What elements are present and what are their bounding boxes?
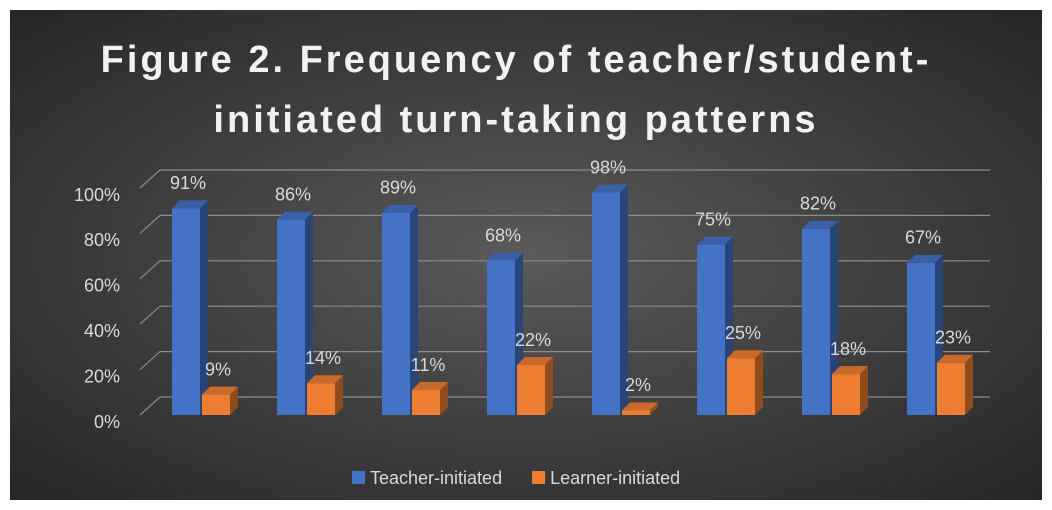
bar-top — [832, 366, 868, 375]
data-label: 11% — [411, 355, 446, 375]
y-tick-label: 60% — [84, 276, 120, 296]
bar-top — [307, 375, 343, 384]
bar-side — [830, 220, 838, 415]
bar — [307, 383, 335, 415]
data-label: 67% — [905, 228, 941, 248]
bar-top — [277, 211, 313, 220]
data-label: 22% — [515, 330, 551, 350]
legend-label: Teacher-initiated — [370, 468, 502, 488]
bar-side — [335, 375, 343, 415]
bar-top — [907, 254, 943, 263]
data-label: 86% — [275, 185, 311, 205]
data-label: 18% — [830, 339, 866, 359]
bar — [907, 262, 935, 415]
y-tick-label: 100% — [74, 185, 120, 205]
bar-top — [622, 402, 658, 411]
bar-side — [410, 204, 418, 415]
bar — [202, 394, 230, 415]
bar — [832, 374, 860, 415]
y-tick-label: 40% — [84, 321, 120, 341]
bar-top — [412, 382, 448, 391]
data-label: 98% — [590, 157, 626, 177]
bar — [487, 260, 515, 415]
data-label: 23% — [935, 328, 971, 348]
data-label: 75% — [695, 210, 731, 230]
data-label: 9% — [205, 359, 231, 379]
data-label: 14% — [305, 348, 341, 368]
legend-swatch — [352, 471, 365, 484]
bar — [517, 365, 545, 415]
bar-side — [965, 354, 973, 415]
bar-side — [755, 350, 763, 415]
data-label: 25% — [725, 323, 761, 343]
bar — [172, 208, 200, 415]
bar-top — [487, 252, 523, 261]
bar — [937, 362, 965, 415]
y-tick-label: 0% — [94, 412, 120, 432]
grid-line — [139, 169, 990, 189]
bar-top — [727, 350, 763, 359]
data-label: 2% — [625, 375, 651, 395]
legend-swatch — [532, 471, 546, 484]
bar-top — [592, 184, 628, 193]
grid-line — [139, 305, 990, 325]
data-label: 91% — [170, 173, 206, 193]
data-label: 82% — [800, 194, 836, 214]
bar-side — [860, 366, 868, 415]
data-label: 89% — [380, 178, 416, 198]
bar — [727, 358, 755, 415]
data-label: 68% — [485, 225, 521, 245]
bar-top — [172, 200, 208, 209]
bar-side — [305, 211, 313, 415]
bar-side — [545, 357, 553, 415]
bar-side — [230, 386, 238, 415]
bar — [592, 192, 620, 415]
bar — [697, 244, 725, 415]
bar — [622, 410, 650, 415]
grid-line — [139, 260, 990, 280]
bar-top — [202, 386, 238, 395]
bar-top — [697, 236, 733, 245]
y-tick-label: 20% — [84, 366, 120, 386]
legend-label: Learner-initiated — [550, 468, 680, 488]
grid-line — [139, 214, 990, 234]
bar — [802, 228, 830, 415]
bar-top — [802, 220, 838, 229]
bar-top — [382, 204, 418, 213]
bar-side — [650, 402, 658, 415]
bar-side — [200, 200, 208, 415]
bar — [382, 212, 410, 415]
bar-top — [517, 357, 553, 366]
y-tick-label: 80% — [84, 230, 120, 250]
bar-side — [620, 184, 628, 415]
bar — [277, 219, 305, 415]
bar-side — [440, 382, 448, 415]
chart-title: Figure 2. Frequency of teacher/student-i… — [100, 39, 932, 141]
bar-top — [937, 354, 973, 363]
bar — [412, 390, 440, 415]
